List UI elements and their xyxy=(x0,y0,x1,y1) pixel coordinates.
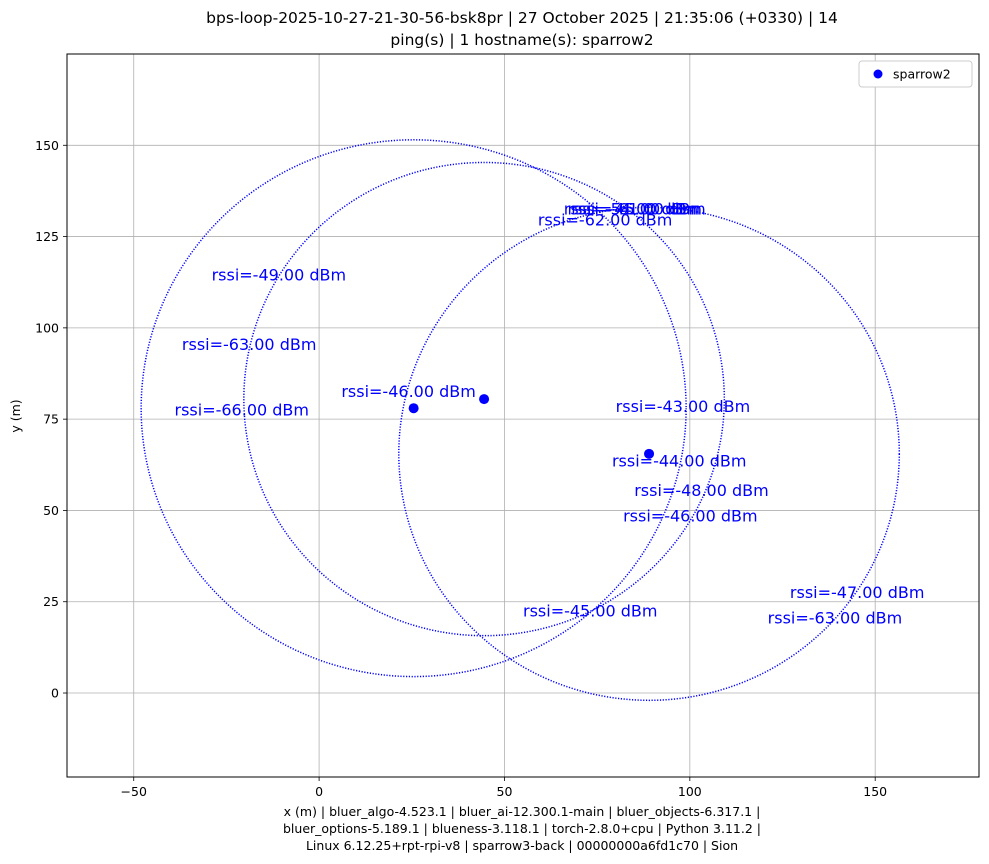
data-point xyxy=(644,448,655,459)
y-axis-ticks: 0 25 50 75 100 125 150 xyxy=(35,138,67,701)
distance-circle xyxy=(140,139,687,678)
legend: sparrow2 xyxy=(858,60,973,88)
rssi-annotation: rssi=-45.00 dBm xyxy=(567,200,701,219)
y-tick-label: 25 xyxy=(43,594,59,609)
rssi-annotation: rssi=-63.00 dBm xyxy=(768,609,902,628)
x-tick-label: 50 xyxy=(497,784,513,799)
chart-title-line-2: ping(s) | 1 hostname(s): sparrow2 xyxy=(390,31,653,49)
x-tick-label: 150 xyxy=(863,784,887,799)
plot-area-frame xyxy=(66,53,980,778)
data-point xyxy=(479,394,490,405)
chart-title-line-1: bps-loop-2025-10-27-21-30-56-bsk8pr | 27… xyxy=(206,9,838,27)
y-tick-label: 75 xyxy=(43,412,59,427)
y-axis-label: y (m) xyxy=(8,399,23,432)
rssi-annotation: rssi=-61.00 dBm xyxy=(571,200,705,219)
legend-box xyxy=(858,60,973,88)
x-tick-label: −50 xyxy=(121,784,147,799)
grid-lines xyxy=(67,54,979,777)
rssi-annotation: rssi=-45.00 dBm xyxy=(523,601,657,620)
rssi-annotation: rssi=-49.00 dBm xyxy=(212,265,346,284)
legend-label: sparrow2 xyxy=(893,67,951,82)
y-tick-label: 150 xyxy=(35,138,59,153)
x-axis-ticks: −50 0 50 100 150 xyxy=(121,777,887,799)
y-tick-label: 0 xyxy=(51,686,59,701)
plot-area-background xyxy=(67,54,979,777)
legend-marker xyxy=(873,69,883,79)
distance-circle xyxy=(398,206,901,702)
x-tick-label: 0 xyxy=(315,784,323,799)
distance-circles xyxy=(140,139,901,702)
distance-circle xyxy=(243,161,726,637)
rssi-annotation: rssi=-54.00 dBm xyxy=(564,200,698,219)
rssi-annotation: rssi=-46.00 dBm xyxy=(623,506,757,525)
rssi-annotation: rssi=-46.00 dBm xyxy=(341,382,475,401)
rssi-annotation: rssi=-48.00 dBm xyxy=(634,481,768,500)
data-point xyxy=(408,403,419,414)
x-axis-label-line-3: Linux 6.12.25+rpt-rpi-v8 | sparrow3-back… xyxy=(306,838,738,853)
x-axis-label-line-2: bluer_options-5.189.1 | blueness-3.118.1… xyxy=(283,821,761,836)
y-tick-label: 50 xyxy=(43,503,59,518)
y-tick-label: 100 xyxy=(35,320,59,335)
rssi-annotation: rssi=-63.00 dBm xyxy=(182,335,316,354)
x-axis-label-line-1: x (m) | bluer_algo-4.523.1 | bluer_ai-12… xyxy=(284,804,761,819)
rssi-annotation: rssi=-47.00 dBm xyxy=(790,583,924,602)
rssi-annotation: rssi=-43.00 dBm xyxy=(616,397,750,416)
rssi-annotation: rssi=-62.00 dBm xyxy=(538,211,672,230)
y-tick-label: 125 xyxy=(35,229,59,244)
x-tick-label: 100 xyxy=(678,784,702,799)
rssi-annotation: rssi=-66.00 dBm xyxy=(175,401,309,420)
data-points xyxy=(408,394,655,459)
rssi-annotation: rssi=-44.00 dBm xyxy=(612,452,746,471)
